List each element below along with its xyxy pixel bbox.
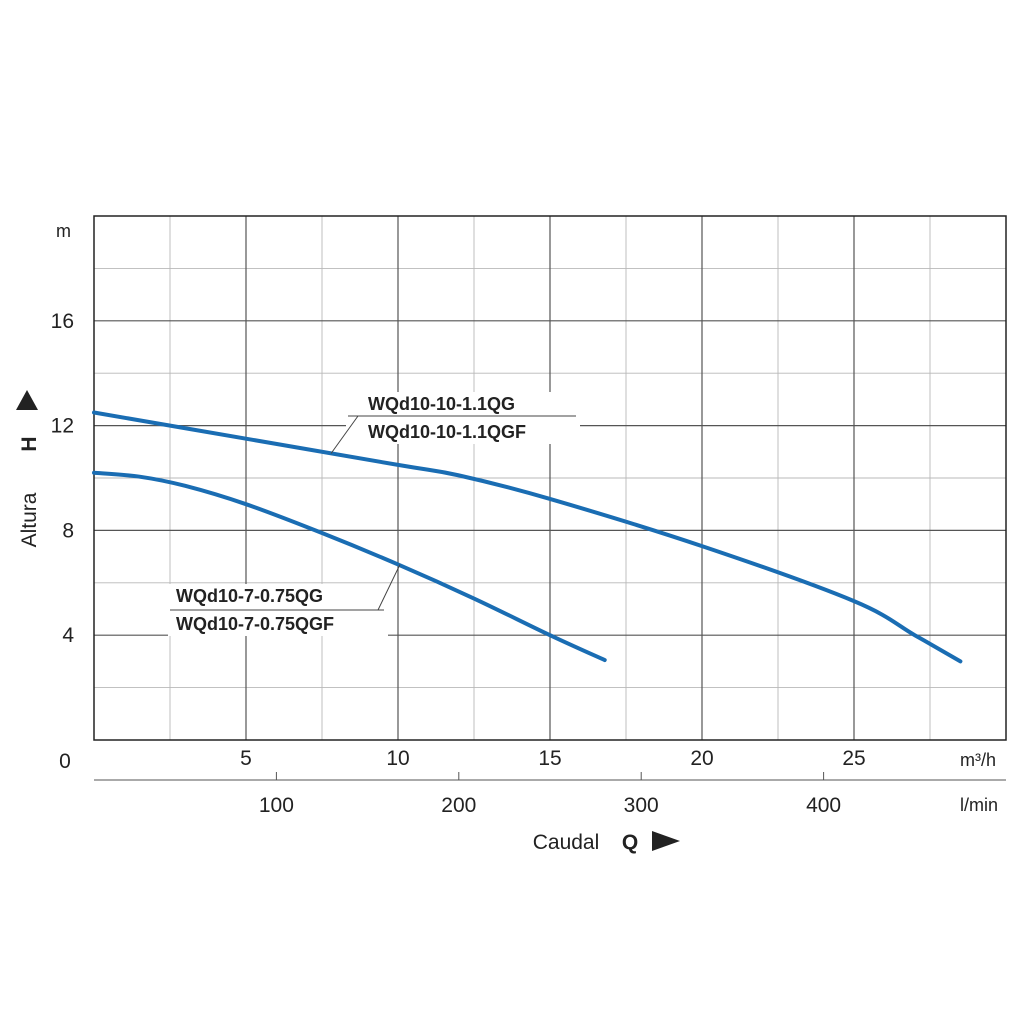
x-axis-arrow-icon bbox=[652, 831, 680, 851]
series-layer: WQd10-10-1.1QG WQd10-10-1.1QGF WQd10-7-0.7… bbox=[92, 392, 963, 664]
x-tick-labels: 0 5 10 15 20 25 bbox=[59, 747, 866, 773]
series-label: WQd10-7-0.75QGF bbox=[176, 614, 334, 634]
x-axis-label: Caudal bbox=[533, 831, 600, 854]
x-tick-label: 10 bbox=[386, 747, 409, 770]
y-axis-arrow-icon bbox=[16, 390, 38, 410]
x-axis-symbol: Q bbox=[622, 831, 638, 854]
y-axis-symbol: H bbox=[18, 436, 41, 451]
y-axis-label: Altura bbox=[18, 492, 41, 547]
x-tick-label: 5 bbox=[240, 747, 252, 770]
x-tick-label: 0 bbox=[59, 750, 71, 773]
x-unit-label: m³/h bbox=[960, 750, 996, 770]
plot-frame bbox=[93, 215, 1007, 741]
x-tick-label: 25 bbox=[842, 747, 865, 770]
y-unit-label: m bbox=[56, 221, 71, 241]
series-line bbox=[92, 470, 607, 663]
secondary-x-tick-label: 400 bbox=[806, 794, 841, 817]
x-tick-label: 15 bbox=[538, 747, 561, 770]
series-label: WQd10-10-1.1QG bbox=[368, 394, 515, 414]
x-tick-label: 20 bbox=[690, 747, 713, 770]
y-tick-label: 16 bbox=[51, 310, 74, 333]
series-label: WQd10-10-1.1QGF bbox=[368, 422, 526, 442]
secondary-x-unit-label: l/min bbox=[960, 795, 998, 815]
secondary-x-tick-label: 300 bbox=[624, 794, 659, 817]
series-group: WQd10-7-0.75QG WQd10-7-0.75QGF bbox=[92, 470, 607, 663]
secondary-axis-ticks bbox=[275, 772, 825, 780]
series-group: WQd10-10-1.1QG WQd10-10-1.1QGF bbox=[92, 392, 963, 664]
y-tick-label: 12 bbox=[51, 415, 74, 438]
secondary-x-tick-label: 100 bbox=[259, 794, 294, 817]
secondary-x-tick-label: 200 bbox=[441, 794, 476, 817]
secondary-x-tick-labels: 100 200 300 400 bbox=[259, 794, 841, 817]
x-axis-title: Caudal Q bbox=[533, 831, 680, 854]
series-label-background bbox=[346, 392, 580, 444]
series-label-leader bbox=[377, 564, 401, 611]
series-line bbox=[92, 410, 963, 664]
y-tick-label: 4 bbox=[62, 624, 74, 647]
series-label: WQd10-7-0.75QG bbox=[176, 586, 323, 606]
y-tick-labels: 4 8 12 16 bbox=[51, 310, 75, 647]
y-tick-label: 8 bbox=[62, 519, 74, 542]
series-label-leader bbox=[330, 415, 359, 454]
y-axis-title: Altura H bbox=[16, 390, 41, 547]
